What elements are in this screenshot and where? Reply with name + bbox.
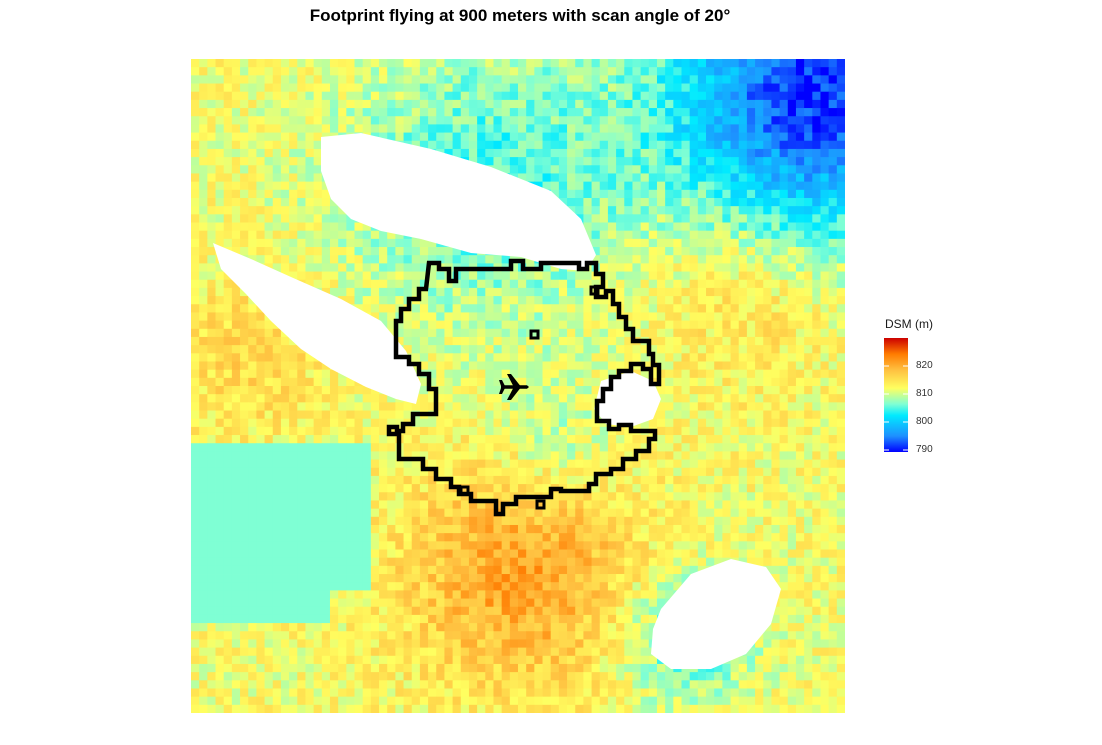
scan-footprint-outline xyxy=(386,258,662,517)
footprint-inner-square-2 xyxy=(589,285,600,296)
legend-tick-820: 820 xyxy=(916,360,933,371)
legend-tick-810: 810 xyxy=(916,388,933,399)
nodata-area-southeast xyxy=(651,559,781,669)
legend-colorbar xyxy=(884,338,908,452)
legend-tick-790: 790 xyxy=(916,444,933,455)
legend-tick-800: 800 xyxy=(916,416,933,427)
airplane-icon xyxy=(499,374,529,400)
nodata-area-west xyxy=(213,243,421,404)
dsm-raster-map xyxy=(191,59,845,713)
nodata-areas xyxy=(213,133,781,669)
dsm-legend: DSM (m) 820 810 800 790 xyxy=(884,317,964,477)
footprint-inner-square-1 xyxy=(529,329,540,340)
legend-title: DSM (m) xyxy=(885,317,933,331)
chart-title: Footprint flying at 900 meters with scan… xyxy=(309,6,731,25)
footprint-inner-square-4 xyxy=(535,499,546,510)
nodata-area-north xyxy=(321,133,596,271)
footprint-inner-square-3 xyxy=(459,485,470,496)
